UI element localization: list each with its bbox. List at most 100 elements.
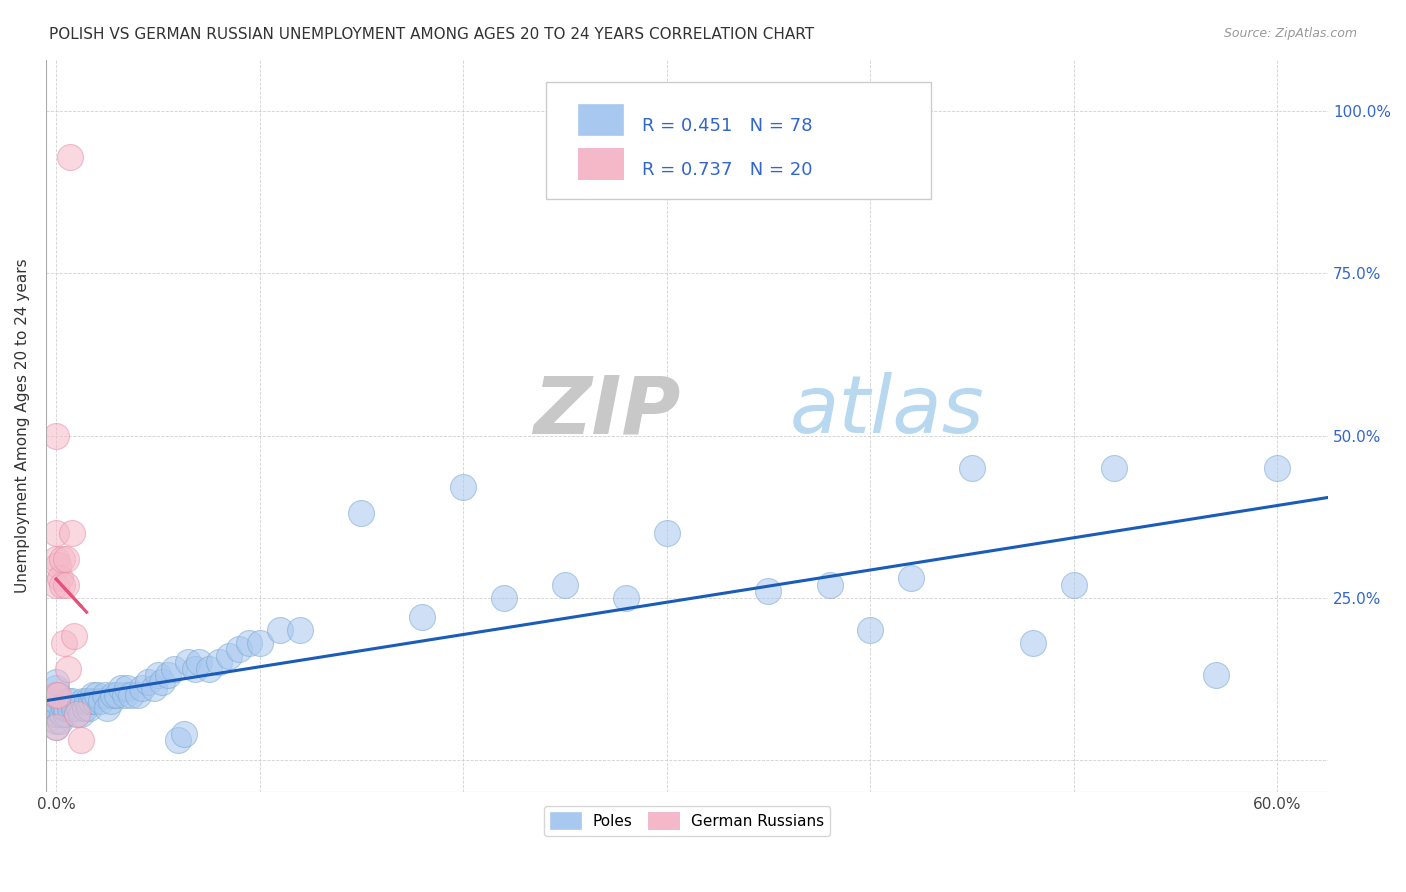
- Point: [411, 610, 433, 624]
- FancyBboxPatch shape: [546, 81, 931, 199]
- Point: [45, 720, 67, 734]
- Point: [45, 551, 67, 566]
- Point: [208, 656, 231, 670]
- Point: [63, 700, 86, 714]
- Point: [77, 700, 100, 714]
- Point: [228, 642, 250, 657]
- Point: [142, 681, 165, 696]
- Point: [218, 648, 240, 663]
- Point: [45, 681, 67, 696]
- Point: [554, 577, 576, 591]
- Point: [350, 506, 373, 520]
- Point: [1022, 636, 1045, 650]
- Point: [163, 662, 186, 676]
- Point: [59, 150, 82, 164]
- Point: [45, 707, 67, 722]
- Point: [69, 707, 91, 722]
- Point: [73, 700, 96, 714]
- Text: POLISH VS GERMAN RUSSIAN UNEMPLOYMENT AMONG AGES 20 TO 24 YEARS CORRELATION CHAR: POLISH VS GERMAN RUSSIAN UNEMPLOYMENT AM…: [49, 27, 814, 42]
- Point: [614, 591, 637, 605]
- Point: [65, 707, 87, 722]
- Point: [655, 525, 678, 540]
- Point: [51, 577, 73, 591]
- Point: [94, 688, 117, 702]
- Point: [45, 688, 67, 702]
- Point: [1265, 461, 1288, 475]
- Point: [51, 551, 73, 566]
- Point: [127, 688, 149, 702]
- Point: [1063, 577, 1085, 591]
- Point: [110, 681, 132, 696]
- Point: [76, 694, 98, 708]
- Bar: [578, 104, 623, 135]
- Point: [269, 623, 291, 637]
- Point: [136, 674, 159, 689]
- Point: [45, 674, 67, 689]
- Point: [83, 694, 105, 708]
- Point: [290, 623, 312, 637]
- Point: [80, 694, 103, 708]
- Point: [105, 688, 128, 702]
- Point: [55, 707, 77, 722]
- Point: [45, 694, 67, 708]
- Point: [146, 668, 169, 682]
- Point: [249, 636, 271, 650]
- Legend: Poles, German Russians: Poles, German Russians: [544, 805, 830, 836]
- Point: [46, 558, 69, 573]
- Point: [65, 707, 87, 722]
- Point: [86, 688, 108, 702]
- Point: [131, 681, 153, 696]
- Point: [82, 688, 104, 702]
- Point: [114, 688, 136, 702]
- Text: atlas: atlas: [790, 372, 984, 450]
- Point: [63, 629, 86, 643]
- Point: [177, 656, 200, 670]
- Text: Source: ZipAtlas.com: Source: ZipAtlas.com: [1223, 27, 1357, 40]
- Point: [859, 623, 882, 637]
- Point: [45, 577, 67, 591]
- Point: [90, 694, 112, 708]
- Point: [72, 694, 94, 708]
- Point: [58, 662, 80, 676]
- Point: [758, 584, 780, 599]
- Point: [45, 428, 67, 442]
- Point: [167, 733, 190, 747]
- Point: [46, 688, 69, 702]
- Point: [45, 707, 67, 722]
- Point: [55, 700, 77, 714]
- Bar: [578, 148, 623, 179]
- Point: [62, 525, 84, 540]
- Point: [49, 571, 72, 585]
- Point: [69, 733, 91, 747]
- Point: [101, 688, 124, 702]
- Text: R = 0.451   N = 78: R = 0.451 N = 78: [643, 118, 813, 136]
- Point: [187, 656, 209, 670]
- Point: [53, 636, 76, 650]
- Point: [49, 714, 72, 728]
- Point: [173, 726, 195, 740]
- Point: [960, 461, 983, 475]
- Point: [238, 636, 260, 650]
- Point: [45, 700, 67, 714]
- Point: [150, 674, 173, 689]
- Point: [100, 694, 122, 708]
- Point: [117, 681, 139, 696]
- Point: [51, 707, 73, 722]
- Point: [492, 591, 515, 605]
- Point: [45, 525, 67, 540]
- Point: [197, 662, 219, 676]
- Point: [96, 700, 118, 714]
- Point: [45, 720, 67, 734]
- Point: [900, 571, 922, 585]
- Text: ZIP: ZIP: [533, 372, 681, 450]
- Point: [45, 700, 67, 714]
- Point: [45, 688, 67, 702]
- Point: [59, 700, 82, 714]
- Point: [157, 668, 180, 682]
- Point: [55, 577, 77, 591]
- Point: [67, 700, 90, 714]
- Point: [62, 694, 84, 708]
- Point: [53, 700, 76, 714]
- Point: [55, 551, 77, 566]
- Point: [183, 662, 205, 676]
